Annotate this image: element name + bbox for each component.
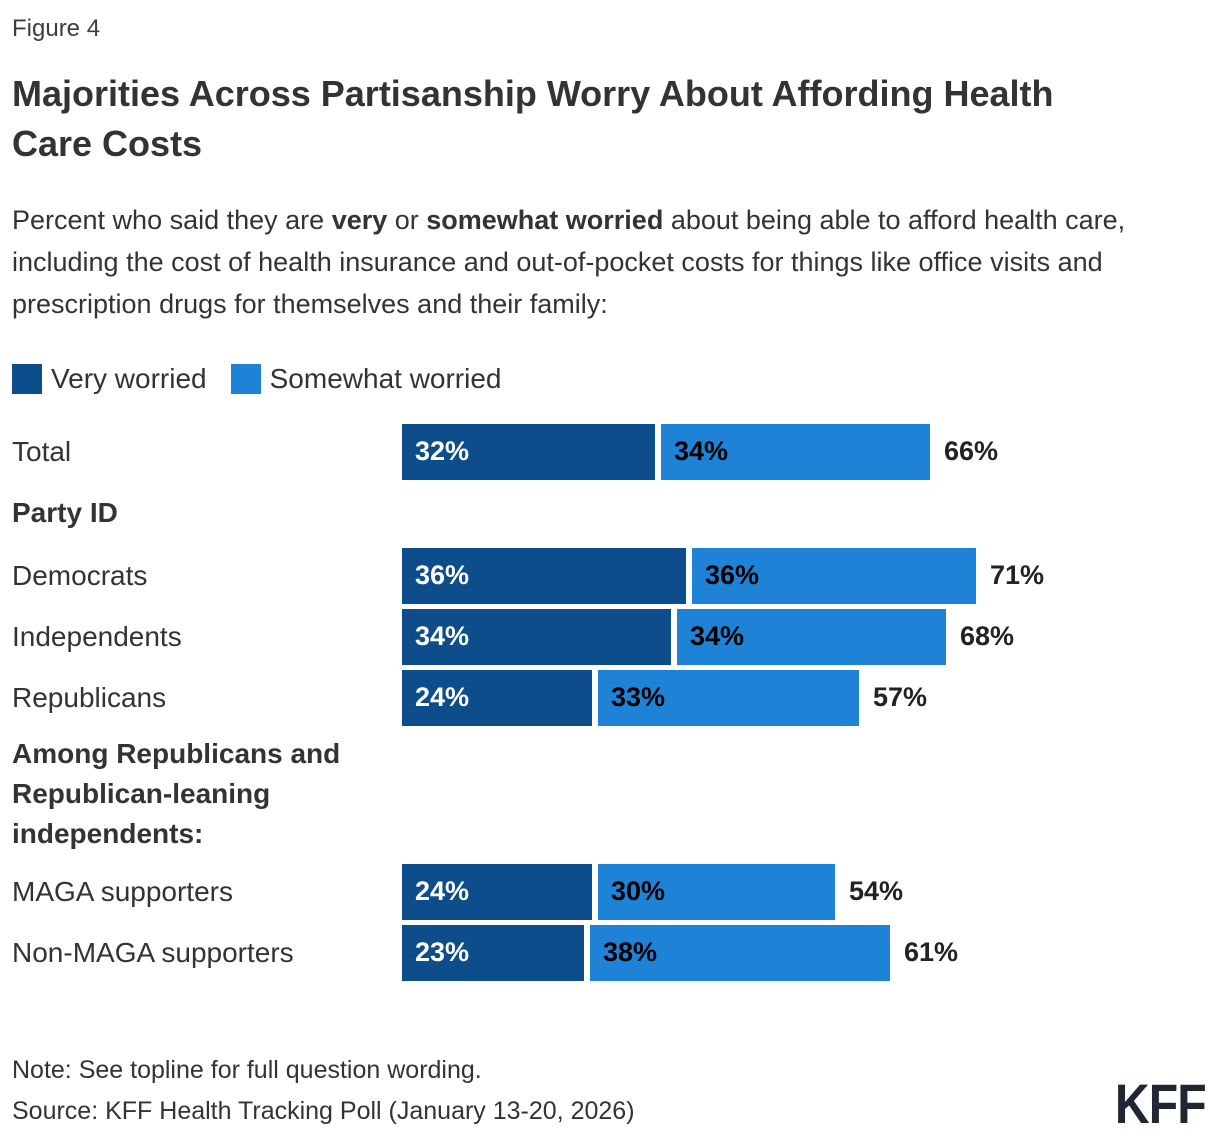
bar-value-label: 34% bbox=[674, 436, 729, 466]
figure-label: Figure 4 bbox=[12, 15, 101, 42]
kff-logo: KFF bbox=[1114, 1072, 1207, 1135]
note-text: Note: See topline for full question word… bbox=[12, 1056, 482, 1084]
legend-swatch-very-worried-icon bbox=[12, 364, 42, 394]
bar-segment-somewhat-worried: 33% bbox=[598, 669, 859, 726]
chart-title-line-1: Majorities Across Partisanship Worry Abo… bbox=[12, 73, 1054, 114]
chart-row: Non-MAGA supporters 23% 38% 61% bbox=[12, 924, 1208, 981]
chart-row: MAGA supporters 24% 30% 54% bbox=[12, 863, 1208, 920]
subtitle-text: Percent who said they are bbox=[12, 205, 332, 235]
chart-title: Majorities Across Partisanship Worry Abo… bbox=[12, 69, 1208, 169]
row-total-label: 66% bbox=[944, 436, 999, 466]
row-total-label: 54% bbox=[849, 876, 904, 906]
row-total-label: 57% bbox=[873, 682, 928, 712]
bar-segment-very-worried: 23% bbox=[402, 924, 584, 981]
bar-track: 36% 36% 71% bbox=[402, 547, 1045, 604]
row-label: Democrats bbox=[12, 559, 148, 591]
bar-value-label: 34% bbox=[415, 621, 470, 651]
chart-row: Republicans 24% 33% 57% bbox=[12, 669, 1208, 726]
section-header: Party ID bbox=[12, 497, 118, 528]
row-label: Republicans bbox=[12, 681, 167, 713]
subtitle-bold-somewhat-worried: somewhat worried bbox=[426, 205, 664, 235]
chart-row: Democrats 36% 36% 71% bbox=[12, 547, 1208, 604]
chart-legend: Very worried Somewhat worried bbox=[12, 363, 1208, 395]
row-label: Non-MAGA supporters bbox=[12, 936, 294, 968]
row-label: Independents bbox=[12, 620, 182, 652]
chart-row: Total 32% 34% 66% bbox=[12, 423, 1208, 480]
bar-value-label: 23% bbox=[415, 937, 470, 967]
subtitle-bold-very: very bbox=[331, 205, 388, 235]
legend-label-very-worried: Very worried bbox=[51, 363, 207, 394]
bar-value-label: 24% bbox=[415, 876, 470, 906]
legend-item-very-worried: Very worried bbox=[12, 363, 207, 395]
chart-row: Independents 34% 34% 68% bbox=[12, 608, 1208, 665]
bar-segment-very-worried: 36% bbox=[402, 547, 686, 604]
subtitle-text: about being able to afford health care, … bbox=[12, 205, 1126, 319]
bar-track: 23% 38% 61% bbox=[402, 924, 959, 981]
chart-title-line-2: Care Costs bbox=[12, 123, 203, 164]
bar-track: 32% 34% 66% bbox=[402, 423, 999, 480]
bar-value-label: 38% bbox=[603, 937, 658, 967]
chart-subtitle: Percent who said they are very or somewh… bbox=[12, 199, 1208, 325]
source-text: Source: KFF Health Tracking Poll (Januar… bbox=[12, 1097, 635, 1125]
bar-value-label: 36% bbox=[705, 560, 760, 590]
bar-value-label: 30% bbox=[611, 876, 666, 906]
bar-segment-somewhat-worried: 38% bbox=[590, 924, 890, 981]
bar-value-label: 36% bbox=[415, 560, 470, 590]
bar-segment-very-worried: 32% bbox=[402, 423, 655, 480]
bar-segment-somewhat-worried: 36% bbox=[692, 547, 976, 604]
bar-segment-very-worried: 34% bbox=[402, 608, 671, 665]
section-header: Among Republicans and Republican-leaning… bbox=[12, 738, 341, 849]
bar-segment-somewhat-worried: 34% bbox=[677, 608, 946, 665]
row-total-label: 61% bbox=[904, 937, 959, 967]
subtitle-text: or bbox=[387, 205, 427, 235]
bar-segment-very-worried: 24% bbox=[402, 863, 592, 920]
legend-item-somewhat-worried: Somewhat worried bbox=[230, 363, 502, 395]
bar-value-label: 32% bbox=[415, 436, 470, 466]
bar-value-label: 24% bbox=[415, 682, 470, 712]
bar-value-label: 34% bbox=[690, 621, 745, 651]
row-label: Total bbox=[12, 435, 72, 467]
bar-segment-somewhat-worried: 30% bbox=[598, 863, 835, 920]
row-total-label: 68% bbox=[960, 621, 1015, 651]
bar-segment-very-worried: 24% bbox=[402, 669, 592, 726]
legend-label-somewhat-worried: Somewhat worried bbox=[269, 363, 502, 394]
bar-track: 34% 34% 68% bbox=[402, 608, 1015, 665]
bar-segment-somewhat-worried: 34% bbox=[661, 423, 930, 480]
footnotes: Note: See topline for full question word… bbox=[12, 1054, 1208, 1127]
legend-swatch-somewhat-worried-icon bbox=[230, 364, 261, 394]
bar-track: 24% 30% 54% bbox=[402, 863, 904, 920]
row-total-label: 71% bbox=[990, 560, 1045, 590]
bar-value-label: 33% bbox=[611, 682, 666, 712]
stacked-bar-chart: Total 32% 34% 66% Party ID Democrats 36% 36% 71%… bbox=[12, 423, 1208, 981]
bar-track: 24% 33% 57% bbox=[402, 669, 928, 726]
row-label: MAGA supporters bbox=[12, 875, 233, 907]
